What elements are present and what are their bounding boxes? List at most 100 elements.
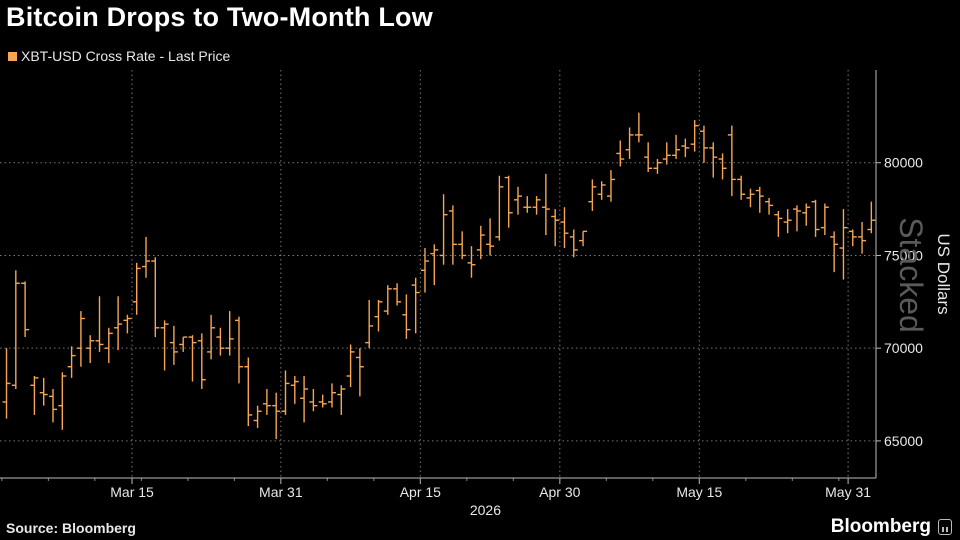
y-tick-label: 70000 — [884, 340, 923, 356]
ohlc-bar — [830, 231, 839, 273]
ohlc-bar — [132, 262, 141, 315]
ohlc-bar — [811, 199, 820, 237]
y-axis-label: US Dollars — [934, 233, 953, 314]
ohlc-bar — [783, 209, 792, 234]
ohlc-bar — [848, 229, 857, 247]
y-tick-label: 75000 — [884, 247, 923, 263]
x-tick-label: Apr 30 — [539, 484, 580, 500]
ohlc-bar — [458, 231, 467, 260]
ohlc-bar — [765, 197, 774, 215]
ohlc-bar — [327, 383, 336, 408]
ohlc-bar — [430, 244, 439, 286]
ohlc-bar — [504, 175, 513, 228]
ohlc-bar — [402, 294, 411, 339]
ohlc-bar — [634, 112, 643, 143]
ohlc-bar — [104, 327, 113, 364]
ohlc-bar — [792, 205, 801, 232]
ohlc-bar — [76, 311, 85, 367]
ohlc-bar — [495, 175, 504, 241]
ohlc-bar — [225, 311, 234, 356]
ohlc-bar — [560, 207, 569, 249]
x-tick-label: May 31 — [825, 484, 871, 500]
brand-logo: Bloomberg — [831, 516, 952, 538]
ohlc-bar — [802, 203, 811, 226]
ohlc-bar — [123, 314, 132, 334]
ohlc-bar — [355, 348, 364, 397]
ohlc-bar — [67, 346, 76, 378]
ohlc-bar — [551, 209, 560, 247]
ohlc-bar — [160, 320, 169, 371]
ohlc-bar — [532, 196, 541, 215]
ohlc-bar — [523, 196, 532, 213]
ohlc-bar — [234, 316, 243, 384]
ohlc-bar — [755, 186, 764, 213]
ohlc-bar — [625, 127, 634, 160]
ohlc-bar — [2, 348, 11, 419]
ohlc-bar — [30, 376, 39, 415]
ohlc-bar — [690, 120, 699, 152]
legend-label: XBT-USD Cross Rate - Last Price — [21, 48, 231, 64]
ohlc-bar — [839, 209, 848, 280]
watermark-label: Stacked — [893, 217, 929, 333]
ohlc-bar — [653, 159, 662, 174]
ohlc-bar — [644, 142, 653, 172]
ohlc-bar — [151, 257, 160, 338]
ohlc-bar — [290, 376, 299, 404]
ohlc-bar — [579, 230, 588, 247]
ohlc-bar — [672, 134, 681, 160]
legend: XBT-USD Cross Rate - Last Price — [8, 48, 230, 64]
ohlc-bar — [681, 138, 690, 158]
ohlc-bar — [393, 283, 402, 306]
ohlc-bar — [95, 296, 104, 352]
y-tick-label: 65000 — [884, 433, 923, 449]
ohlc-bar — [597, 181, 606, 200]
ohlc-bar — [58, 372, 67, 430]
ohlc-bar — [169, 325, 178, 365]
ohlc-bar — [420, 248, 429, 293]
ohlc-bar — [272, 392, 281, 440]
ohlc-bar — [858, 222, 867, 254]
ohlc-bar — [737, 175, 746, 200]
x-axis-year-label: 2026 — [470, 502, 501, 518]
ohlc-bar — [39, 377, 48, 406]
ohlc-bar — [142, 236, 150, 278]
ohlc-bar — [253, 405, 262, 428]
ohlc-bar — [820, 203, 829, 236]
ohlc-bar — [709, 142, 718, 178]
chart-title: Bitcoin Drops to Two-Month Low — [6, 2, 433, 32]
ohlc-bar — [207, 314, 216, 360]
ohlc-bar — [616, 140, 625, 167]
ohlc-bar — [467, 246, 476, 278]
x-tick-label: May 15 — [676, 484, 722, 500]
x-tick-label: Mar 31 — [259, 484, 303, 500]
ohlc-bar — [448, 205, 457, 265]
ohlc-bar — [513, 186, 522, 215]
ohlc-bar — [86, 335, 95, 364]
ohlc-bar — [374, 299, 383, 332]
brand-label: Bloomberg — [830, 516, 931, 537]
ohlc-bar — [606, 170, 615, 202]
ohlc-bar — [718, 153, 727, 180]
ohlc-bar — [114, 296, 123, 351]
ohlc-bar — [774, 210, 783, 237]
x-tick-label: Apr 15 — [400, 484, 441, 500]
ohlc-bar — [11, 270, 20, 389]
ohlc-bar — [588, 179, 597, 211]
ohlc-bar — [309, 388, 318, 412]
ohlc-bar — [49, 388, 58, 423]
ohlc-bar — [216, 327, 225, 356]
ohlc-bar — [541, 173, 550, 236]
ohlc-bar — [337, 385, 346, 415]
x-tick-label: Mar 15 — [110, 484, 154, 500]
ohlc-bar — [244, 357, 253, 427]
ohlc-bar — [746, 188, 755, 208]
ohlc-bar — [318, 394, 327, 408]
ohlc-bar — [365, 299, 374, 349]
ohlc-bar — [346, 344, 355, 388]
ohlc-bar — [662, 142, 671, 165]
y-tick-label: 80000 — [884, 155, 923, 171]
ohlc-bar — [262, 388, 271, 415]
ohlc-bar — [486, 218, 495, 256]
ohlc-bar — [383, 285, 392, 315]
